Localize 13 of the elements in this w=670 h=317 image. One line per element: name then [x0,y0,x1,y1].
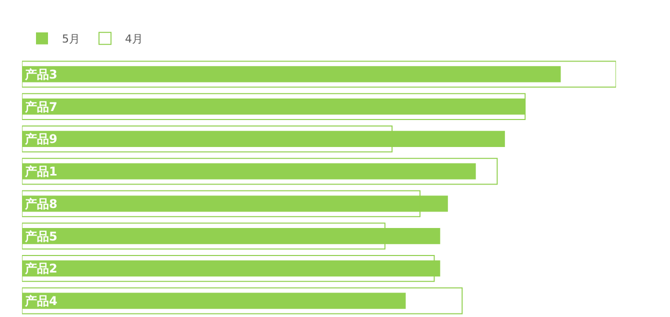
y-tick-label: 产品5 [24,229,58,244]
bar [22,287,463,314]
legend-label: 5月 [62,32,80,46]
legend-label: 4月 [125,32,143,46]
bar [22,60,616,88]
y-tick-label: 产品4 [24,294,58,308]
y-tick-label: 产品7 [24,100,58,114]
y-tick-label: 产品8 [24,196,58,211]
bar [22,158,498,185]
y-tick-label: 产品2 [24,262,58,276]
y-tick-label: 产品1 [24,164,58,179]
y-tick-label: 产品9 [24,132,58,146]
y-tick-label: 产品3 [24,67,58,82]
